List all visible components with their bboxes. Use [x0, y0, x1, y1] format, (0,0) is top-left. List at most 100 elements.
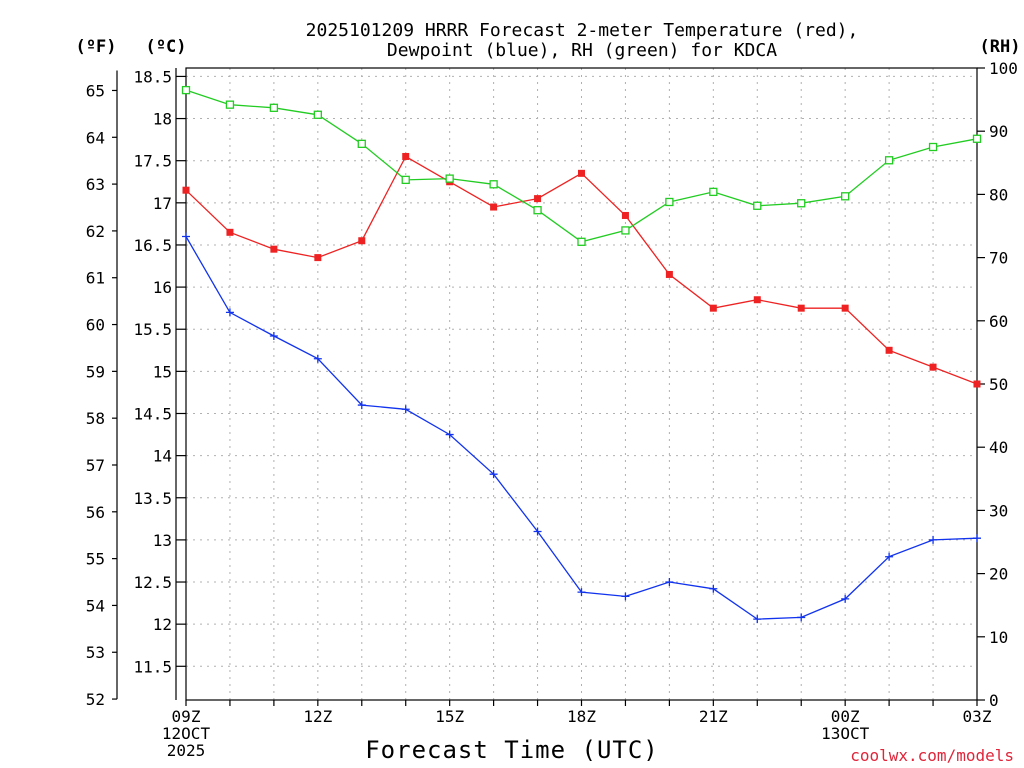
dewpoint-point — [357, 401, 366, 410]
rh-point — [884, 156, 894, 165]
rh-point — [797, 199, 806, 208]
fahrenheit-tick-label: 55 — [86, 550, 105, 569]
rh-tick-label: 30 — [989, 501, 1008, 520]
temperature-point — [885, 346, 893, 354]
celsius-tick-label: 15.5 — [133, 320, 172, 339]
celsius-tick-label: 13 — [153, 531, 172, 550]
chart-title-line-2: Dewpoint (blue), RH (green) for KDCA — [387, 40, 777, 61]
dewpoint-point — [665, 578, 674, 587]
fahrenheit-tick-label: 57 — [86, 456, 105, 475]
dewpoint-point — [841, 594, 850, 603]
dewpoint-point — [577, 588, 586, 597]
rh-point — [709, 187, 718, 197]
rh-tick-label: 50 — [989, 375, 1008, 394]
x-tick-label: 09Z — [172, 707, 201, 726]
rh-point — [972, 134, 982, 143]
rh-point — [357, 139, 366, 148]
dewpoint-point — [621, 592, 630, 601]
chart-title-line-1: 2025101209 HRRR Forecast 2-meter Tempera… — [306, 20, 859, 41]
rh-point — [577, 237, 586, 246]
celsius-tick-label: 17 — [153, 194, 172, 213]
x-tick-label: 00Z — [831, 707, 860, 726]
rh-point — [401, 175, 410, 185]
x-tick-label: 12Z — [303, 707, 332, 726]
rh-point — [753, 201, 762, 210]
fahrenheit-tick-label: 59 — [86, 362, 105, 381]
rh-point — [313, 110, 322, 119]
fahrenheit-tick-label: 58 — [86, 409, 105, 428]
dewpoint-point — [182, 232, 190, 241]
series-rh — [181, 85, 982, 246]
temperature-point — [665, 270, 673, 278]
temperature-point — [973, 380, 981, 388]
celsius-tick-label: 18 — [153, 110, 172, 129]
grid-lines — [185, 68, 978, 700]
temperature-point — [402, 152, 410, 160]
rh-point — [225, 100, 235, 109]
rh-point — [621, 226, 630, 235]
celsius-tick-label: 15 — [153, 362, 172, 381]
x-tick-label: 12OCT — [162, 724, 211, 743]
rh-point — [533, 206, 542, 215]
temperature-point — [709, 304, 717, 312]
celsius-tick-label: 12 — [153, 615, 172, 634]
fahrenheit-tick-label: 54 — [86, 596, 105, 615]
rh-tick-label: 70 — [989, 249, 1008, 268]
rh-unit-label: (RH) — [980, 37, 1021, 57]
temperature-point — [270, 245, 278, 253]
celsius-tick-label: 11.5 — [133, 657, 172, 676]
rh-point — [269, 103, 279, 112]
celsius-unit-label: (ºC) — [146, 37, 187, 57]
celsius-tick-label: 18.5 — [133, 67, 172, 86]
x-tick-label: 18Z — [567, 707, 596, 726]
rh-point — [445, 174, 454, 183]
temperature-point — [578, 169, 585, 177]
rh-point — [841, 192, 850, 201]
temperature-point — [753, 296, 761, 304]
temperature-point — [314, 254, 322, 262]
fahrenheit-tick-label: 63 — [86, 175, 105, 194]
temperature-point — [534, 195, 542, 203]
series-dewpoint — [182, 232, 981, 624]
rh-point — [181, 85, 191, 95]
rh-tick-label: 0 — [989, 691, 999, 710]
temperature-point — [929, 363, 937, 371]
celsius-tick-label: 16.5 — [133, 236, 172, 255]
fahrenheit-tick-label: 56 — [86, 503, 105, 522]
x-tick-label: 15Z — [435, 707, 464, 726]
x-axis-label: Forecast Time (UTC) — [365, 736, 659, 764]
rh-tick-label: 80 — [989, 185, 1008, 204]
celsius-tick-label: 14.5 — [133, 404, 172, 423]
axes: 52 53 54 55 56 57 58 59 60 61 62 63 64 65 11.5 12 12.5 13… — [86, 59, 1018, 760]
celsius-tick-label: 16 — [153, 278, 172, 297]
rh-tick-label: 10 — [989, 628, 1008, 647]
rh-tick-label: 90 — [989, 122, 1008, 141]
fahrenheit-tick-label: 52 — [86, 690, 105, 709]
rh-point — [928, 142, 938, 152]
temperature-point — [797, 304, 805, 312]
axis-labels: 2025101209 HRRR Forecast 2-meter Tempera… — [76, 20, 1021, 765]
fahrenheit-tick-label: 62 — [86, 222, 105, 241]
x-tick-label: 03Z — [963, 707, 992, 726]
rh-tick-label: 100 — [989, 59, 1018, 78]
rh-point — [489, 180, 498, 189]
temperature-point — [182, 186, 190, 194]
temperature-point — [621, 211, 629, 219]
rh-tick-label: 20 — [989, 565, 1008, 584]
dewpoint-point — [401, 405, 410, 414]
dewpoint-point — [885, 552, 894, 561]
fahrenheit-tick-label: 64 — [86, 128, 105, 147]
dewpoint-point — [313, 354, 322, 363]
dewpoint-point — [225, 308, 234, 317]
dewpoint-point — [797, 613, 806, 622]
x-tick-label: 13OCT — [821, 724, 870, 743]
dewpoint-point — [269, 331, 278, 340]
celsius-tick-label: 14 — [153, 447, 172, 466]
celsius-tick-label: 12.5 — [133, 573, 172, 592]
rh-line — [185, 89, 978, 243]
dewpoint-point — [709, 584, 718, 593]
temperature-point — [490, 203, 498, 211]
rh-tick-label: 40 — [989, 438, 1008, 457]
fahrenheit-tick-label: 53 — [86, 643, 105, 662]
dewpoint-point — [533, 527, 542, 536]
